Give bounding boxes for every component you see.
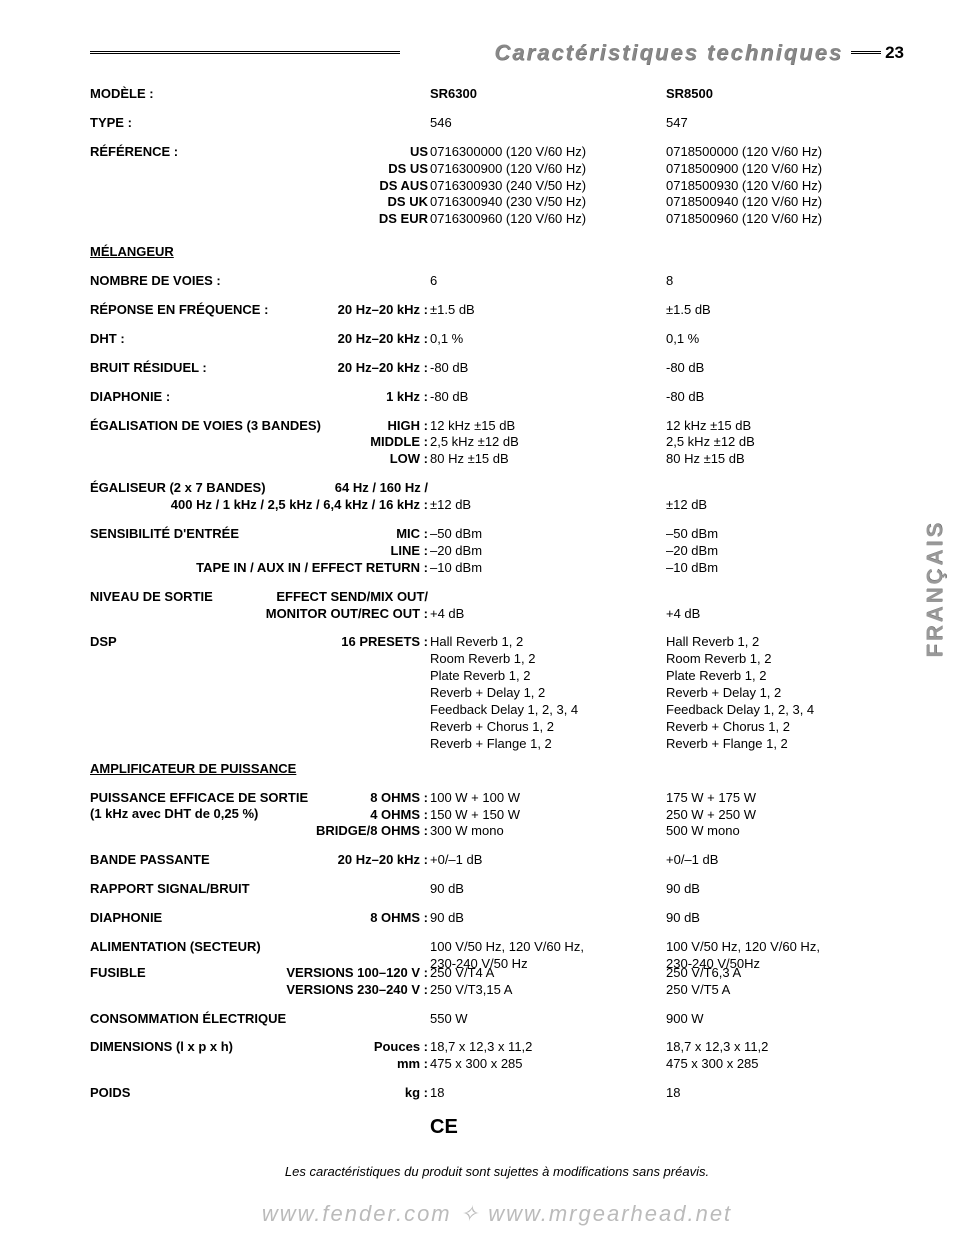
row-conso-label: CONSOMMATION ÉLECTRIQUE — [90, 1005, 430, 1034]
row-poids-c1: 18 — [430, 1079, 666, 1108]
rule-left — [90, 51, 400, 55]
language-tab: FRANÇAIS — [922, 520, 948, 658]
row-reference-c2: 0718500000 (120 V/60 Hz) 0718500900 (120… — [666, 138, 902, 234]
reference-sub: US DS US DS AUS DS UK DS EUR — [379, 144, 428, 228]
row-egalvoies-label: ÉGALISATION DE VOIES (3 BANDES)HIGH : MI… — [90, 412, 430, 475]
row-type-label: TYPE : — [90, 109, 430, 138]
row-modele-c2: SR8500 — [666, 80, 902, 109]
row-fusible-c2: 250 V/T6,3 A 250 V/T5 A — [666, 965, 902, 1005]
row-niveau-c1: +4 dB — [430, 583, 666, 629]
row-freqresp-label: RÉPONSE EN FRÉQUENCE :20 Hz–20 kHz : — [90, 296, 430, 325]
row-dht-c1: 0,1 % — [430, 325, 666, 354]
row-nbvoies-label: NOMBRE DE VOIES : — [90, 267, 430, 296]
row-bruit-c1: -80 dB — [430, 354, 666, 383]
section-ampli: AMPLIFICATEUR DE PUISSANCE — [90, 759, 430, 784]
row-dht-label: DHT :20 Hz–20 kHz : — [90, 325, 430, 354]
row-reference-label: RÉFÉRENCE : US DS US DS AUS DS UK DS EUR — [90, 138, 430, 234]
row-nbvoies-c2: 8 — [666, 267, 902, 296]
row-type-c1: 546 — [430, 109, 666, 138]
row-bruit-c2: -80 dB — [666, 354, 902, 383]
row-dim-c2: 18,7 x 12,3 x 11,2 475 x 300 x 285 — [666, 1033, 902, 1079]
row-dsp-label: DSP16 PRESETS : — [90, 628, 430, 758]
row-sens-c2: –50 dBm –20 dBm –10 dBm — [666, 520, 902, 583]
rule-right — [851, 51, 881, 55]
section-melangeur: MÉLANGEUR — [90, 234, 430, 267]
row-poids-label: POIDSkg : — [90, 1079, 430, 1108]
row-rapportsb-label: RAPPORT SIGNAL/BRUIT — [90, 875, 430, 904]
row-bandepass-c2: +0/–1 dB — [666, 846, 902, 875]
row-modele-label: MODÈLE : — [90, 80, 430, 109]
row-diaph1-c2: -80 dB — [666, 383, 902, 412]
row-dsp-c1: Hall Reverb 1, 2 Room Reverb 1, 2 Plate … — [430, 628, 666, 758]
row-dim-label: DIMENSIONS (l x p x h)Pouces : mm : — [90, 1033, 430, 1079]
row-dht-c2: 0,1 % — [666, 325, 902, 354]
row-niveau-c2: +4 dB — [666, 583, 902, 629]
row-diaph2-c2: 90 dB — [666, 904, 902, 933]
row-fusible-c1: 250 V/T4 A 250 V/T3,15 A — [430, 965, 666, 1005]
row-puissance-label: PUISSANCE EFFICACE DE SORTIE8 OHMS : 4 O… — [90, 784, 430, 847]
row-modele-c1: SR6300 — [430, 80, 666, 109]
row-diaph1-c1: -80 dB — [430, 383, 666, 412]
row-conso-c1: 550 W — [430, 1005, 666, 1034]
row-reference-c1: 0716300000 (120 V/60 Hz) 0716300900 (120… — [430, 138, 666, 234]
row-sens-label: SENSIBILITÉ D'ENTRÉEMIC : LINE : TAPE IN… — [90, 520, 430, 583]
row-bandepass-label: BANDE PASSANTE20 Hz–20 kHz : — [90, 846, 430, 875]
row-niveau-label: NIVEAU DE SORTIEEFFECT SEND/MIX OUT/ MON… — [90, 583, 430, 629]
row-bandepass-c1: +0/–1 dB — [430, 846, 666, 875]
row-puissance-c2: 175 W + 175 W 250 W + 250 W 500 W mono — [666, 784, 902, 847]
row-egalvoies-c2: 12 kHz ±15 dB 2,5 kHz ±12 dB 80 Hz ±15 d… — [666, 412, 902, 475]
row-rapportsb-c1: 90 dB — [430, 875, 666, 904]
row-egalvoies-c1: 12 kHz ±15 dB 2,5 kHz ±12 dB 80 Hz ±15 d… — [430, 412, 666, 475]
spec-table: MODÈLE : SR6300 SR8500 TYPE : 546 547 RÉ… — [90, 80, 904, 1146]
row-conso-c2: 900 W — [666, 1005, 902, 1034]
row-puissance-c1: 100 W + 100 W 150 W + 150 W 300 W mono — [430, 784, 666, 847]
row-dsp-c2: Hall Reverb 1, 2 Room Reverb 1, 2 Plate … — [666, 628, 902, 758]
header-rule: Caractéristiques techniques 23 — [90, 40, 904, 66]
row-fusible-label: FUSIBLEVERSIONS 100–120 V : VERSIONS 230… — [90, 965, 430, 1005]
row-egal7b-c2: ±12 dB — [666, 474, 902, 520]
row-diaph2-label: DIAPHONIE8 OHMS : — [90, 904, 430, 933]
row-freqresp-c2: ±1.5 dB — [666, 296, 902, 325]
row-type-c2: 547 — [666, 109, 902, 138]
row-sens-c1: –50 dBm –20 dBm –10 dBm — [430, 520, 666, 583]
row-egal7b-c1: ±12 dB — [430, 474, 666, 520]
row-poids-c2: 18 — [666, 1079, 902, 1108]
page-number: 23 — [885, 43, 904, 63]
reference-label-text: RÉFÉRENCE : — [90, 144, 178, 228]
row-nbvoies-c1: 6 — [430, 267, 666, 296]
page-header-title: Caractéristiques techniques — [400, 40, 851, 66]
row-dim-c1: 18,7 x 12,3 x 11,2 475 x 300 x 285 — [430, 1033, 666, 1079]
row-rapportsb-c2: 90 dB — [666, 875, 902, 904]
footer-note: Les caractéristiques du produit sont suj… — [90, 1164, 904, 1179]
row-diaph2-c1: 90 dB — [430, 904, 666, 933]
footer-urls: www.fender.com ✧ www.mrgearhead.net — [90, 1201, 904, 1227]
ce-mark-icon: CE — [430, 1108, 666, 1146]
row-bruit-label: BRUIT RÉSIDUEL :20 Hz–20 kHz : — [90, 354, 430, 383]
row-egal7b-label: ÉGALISEUR (2 x 7 BANDES)64 Hz / 160 Hz /… — [90, 474, 430, 520]
row-diaph1-label: DIAPHONIE :1 kHz : — [90, 383, 430, 412]
row-freqresp-c1: ±1.5 dB — [430, 296, 666, 325]
